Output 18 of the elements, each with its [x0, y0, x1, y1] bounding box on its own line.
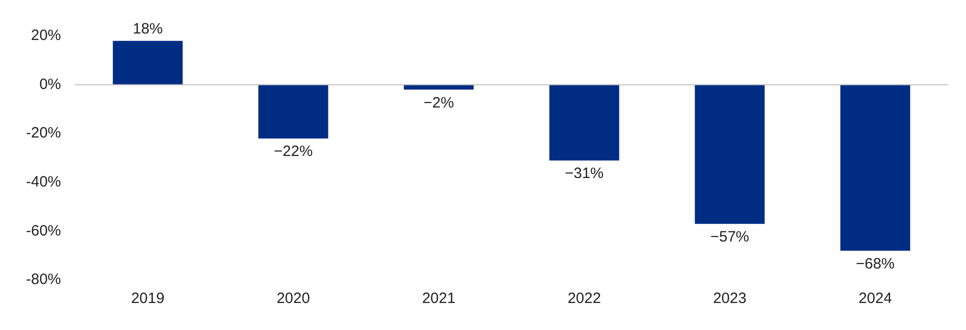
x-tick-label: 2020 — [276, 290, 310, 308]
data-label: −31% — [564, 165, 604, 182]
x-tick-label: 2021 — [422, 290, 456, 308]
y-tick-label: 20% — [30, 27, 62, 44]
x-tick-label: 2022 — [568, 290, 601, 308]
data-label: −57% — [710, 228, 750, 246]
data-label: −2% — [424, 94, 454, 112]
data-label: 18% — [132, 20, 163, 38]
data-label: −22% — [274, 143, 313, 160]
y-tick-label: -40% — [26, 174, 62, 191]
y-tick-label: 0% — [39, 76, 62, 93]
y-tick-label: -80% — [26, 271, 62, 288]
y-tick-label: -60% — [26, 222, 62, 240]
x-tick-label: 2023 — [713, 290, 746, 308]
data-label: −68% — [856, 255, 895, 272]
x-tick-label: 2024 — [858, 290, 892, 308]
x-tick-label: 2019 — [131, 290, 164, 308]
y-tick-label: -20% — [26, 124, 62, 142]
